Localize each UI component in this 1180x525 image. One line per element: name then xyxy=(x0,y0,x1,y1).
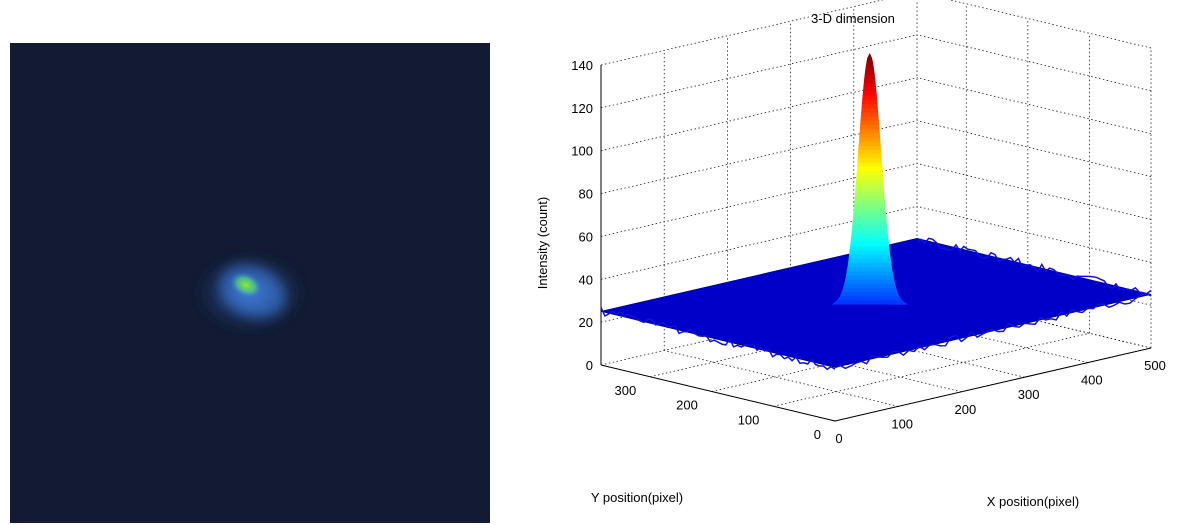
peak-slice xyxy=(856,170,883,176)
grid-line xyxy=(916,163,1152,220)
surface-edge xyxy=(600,307,836,371)
axis-ticks: 0 100 200 300 400 500 0 100 200 300 0 20 40 60 80 100 12… xyxy=(571,58,1166,446)
peak-slice xyxy=(859,132,881,138)
peak-slice xyxy=(853,208,886,213)
x-axis-line xyxy=(834,347,1152,422)
peak-slice xyxy=(860,120,880,125)
peak-slice xyxy=(849,245,890,251)
peak-slice xyxy=(831,299,908,305)
peak-slice xyxy=(866,57,873,63)
peak-slice xyxy=(845,274,895,280)
beam-spot-core xyxy=(229,271,263,299)
z-axis-label: Intensity (count) xyxy=(535,197,550,290)
peak-slice xyxy=(844,278,896,284)
peak-slice xyxy=(851,228,888,234)
peak-slice xyxy=(861,103,878,109)
peak-slice xyxy=(856,166,883,171)
surface-plot-3d: 0 100 200 300 400 500 0 100 200 300 0 20 40 60 80 100 12… xyxy=(535,0,1166,509)
x-tick-label: 100 xyxy=(891,416,913,431)
peak-slice xyxy=(850,241,890,247)
y-axis-line xyxy=(600,364,836,422)
z-tick-label: 100 xyxy=(571,144,593,159)
peak-slice xyxy=(861,107,879,113)
peak-slice xyxy=(857,157,882,163)
grid-line xyxy=(916,34,1152,92)
peak-slice xyxy=(854,199,886,205)
x-tick-label: 300 xyxy=(1018,387,1040,402)
z-tick-label: 80 xyxy=(579,187,593,202)
surface-edge xyxy=(834,289,1152,370)
x-tick-label: 400 xyxy=(1081,373,1103,388)
z-tick-label: 140 xyxy=(571,58,593,73)
peak-slice xyxy=(850,237,889,242)
x-tick-label: 0 xyxy=(835,431,842,446)
peak-slice xyxy=(861,99,878,105)
peak-slice xyxy=(839,291,900,297)
peak-slice xyxy=(857,162,883,167)
peak-slice xyxy=(852,216,887,222)
peak-slice xyxy=(864,74,876,80)
peak-slice xyxy=(854,195,885,201)
peak-slice xyxy=(836,295,903,301)
y-axis-label: Y position(pixel) xyxy=(591,490,683,505)
peak-slice xyxy=(856,174,884,180)
peak-slice xyxy=(846,266,893,272)
peak-slice xyxy=(855,187,885,192)
peak-slice xyxy=(848,253,891,259)
peak-slice xyxy=(859,128,880,134)
peak-slice xyxy=(863,82,877,88)
z-tick-label: 0 xyxy=(586,358,593,373)
peak-slice xyxy=(854,191,885,197)
peak-slice xyxy=(858,141,881,146)
peak-slice xyxy=(849,249,891,255)
x-tick-label: 200 xyxy=(955,402,977,417)
peak-slice xyxy=(848,258,892,263)
peak-slice xyxy=(841,287,898,293)
peak-slice xyxy=(860,115,879,121)
z-tick-label: 40 xyxy=(579,272,593,287)
peak-slice xyxy=(847,262,892,268)
peak-slice xyxy=(863,78,876,84)
peak-slice xyxy=(855,182,884,188)
peak-slice xyxy=(860,111,879,117)
peak-slice xyxy=(843,283,897,289)
peak-slice xyxy=(857,149,882,155)
peak-slice xyxy=(852,220,888,226)
grid-line xyxy=(916,120,1152,177)
intensity-surface xyxy=(600,53,1152,371)
grid-line xyxy=(916,205,1152,263)
grid-line xyxy=(664,350,899,407)
peak-slice xyxy=(867,53,873,59)
peak-slice xyxy=(862,95,878,100)
peak-slice xyxy=(865,61,874,67)
peak-slice xyxy=(859,124,880,130)
peak-slice xyxy=(862,86,877,92)
y-tick-label: 0 xyxy=(814,427,821,442)
x-axis-label: X position(pixel) xyxy=(987,494,1080,509)
peak-slice xyxy=(851,232,889,238)
peak-slice xyxy=(865,65,875,71)
peak-slice xyxy=(846,270,894,276)
peak-slice xyxy=(853,212,887,218)
grid-line xyxy=(916,77,1152,135)
peak-slice xyxy=(851,224,888,230)
grid-line xyxy=(948,0,1152,49)
peak-slice xyxy=(857,153,882,159)
z-tick-label: 120 xyxy=(571,101,593,116)
z-tick-label: 20 xyxy=(579,315,593,330)
y-tick-label: 100 xyxy=(738,412,760,427)
peak-slice xyxy=(864,70,875,75)
y-tick-label: 200 xyxy=(676,398,698,413)
chart-title: 3-D dimension xyxy=(811,11,895,26)
peak-slice xyxy=(853,203,886,209)
x-tick-label: 500 xyxy=(1144,358,1166,373)
peak-slice xyxy=(862,91,877,96)
z-tick-label: 60 xyxy=(579,229,593,244)
y-tick-label: 300 xyxy=(615,383,637,398)
peak-slice xyxy=(855,178,884,184)
peak-slice xyxy=(858,136,881,142)
peak-slice xyxy=(858,145,882,151)
surface-edge xyxy=(916,237,1152,297)
beam-spot-image xyxy=(10,43,490,523)
